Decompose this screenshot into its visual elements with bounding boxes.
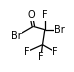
Text: F: F xyxy=(52,47,58,57)
Text: F: F xyxy=(42,10,48,20)
Text: F: F xyxy=(24,47,29,57)
Text: Br: Br xyxy=(54,25,65,35)
Text: F: F xyxy=(38,52,44,62)
Text: Br: Br xyxy=(11,31,22,41)
Text: O: O xyxy=(27,10,35,20)
